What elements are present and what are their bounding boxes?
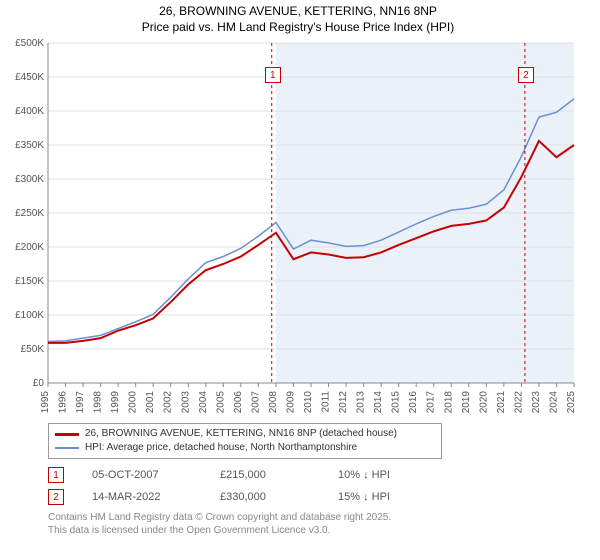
svg-text:2001: 2001 (145, 391, 156, 414)
transaction-marker: 2 (48, 489, 64, 505)
svg-text:2020: 2020 (478, 391, 489, 414)
legend-swatch-1 (55, 433, 79, 436)
transaction-date: 14-MAR-2022 (92, 491, 192, 503)
svg-text:£400K: £400K (15, 106, 44, 117)
transaction-date: 05-OCT-2007 (92, 469, 192, 481)
svg-text:£500K: £500K (15, 38, 44, 49)
transactions-table: 1 05-OCT-2007 £215,000 10% ↓ HPI 2 14-MAR-202… (48, 467, 592, 505)
svg-text:2002: 2002 (163, 391, 174, 414)
svg-text:1995: 1995 (40, 391, 51, 414)
svg-text:2015: 2015 (391, 391, 402, 414)
svg-text:2025: 2025 (566, 391, 577, 414)
footer-line2: This data is licensed under the Open Gov… (48, 525, 330, 536)
marker-2: 2 (518, 67, 534, 83)
transaction-delta: 15% ↓ HPI (338, 491, 390, 503)
line-chart: £0 £50K £100K £150K £200K £250K £300K £350K £400… (4, 37, 584, 417)
svg-text:2012: 2012 (338, 391, 349, 414)
svg-text:2019: 2019 (461, 391, 472, 414)
svg-text:2006: 2006 (233, 391, 244, 414)
svg-text:2004: 2004 (198, 391, 209, 414)
svg-text:2021: 2021 (496, 391, 507, 414)
svg-text:2005: 2005 (215, 391, 226, 414)
svg-text:2007: 2007 (250, 391, 261, 414)
marker-1: 1 (265, 67, 281, 83)
chart-title: 26, BROWNING AVENUE, KETTERING, NN16 8NP… (4, 4, 592, 35)
svg-text:1999: 1999 (110, 391, 121, 414)
transaction-price: £215,000 (220, 469, 310, 481)
svg-text:1998: 1998 (93, 391, 104, 414)
footer-line1: Contains HM Land Registry data © Crown c… (48, 512, 391, 523)
transaction-row: 1 05-OCT-2007 £215,000 10% ↓ HPI (48, 467, 592, 483)
legend-label-1: 26, BROWNING AVENUE, KETTERING, NN16 8NP… (85, 427, 397, 441)
svg-text:1996: 1996 (58, 391, 69, 414)
svg-text:2023: 2023 (531, 391, 542, 414)
legend-label-2: HPI: Average price, detached house, Nort… (85, 441, 357, 455)
svg-text:2016: 2016 (408, 391, 419, 414)
svg-text:2013: 2013 (356, 391, 367, 414)
footer-attribution: Contains HM Land Registry data © Crown c… (48, 511, 592, 537)
transaction-marker: 1 (48, 467, 64, 483)
svg-text:£350K: £350K (15, 140, 44, 151)
svg-text:1997: 1997 (75, 391, 86, 414)
svg-text:2010: 2010 (303, 391, 314, 414)
svg-text:£0: £0 (33, 378, 45, 389)
svg-text:2024: 2024 (548, 391, 559, 414)
svg-text:2017: 2017 (426, 391, 437, 414)
svg-text:2003: 2003 (180, 391, 191, 414)
svg-text:2014: 2014 (373, 391, 384, 414)
title-line1: 26, BROWNING AVENUE, KETTERING, NN16 8NP (159, 4, 437, 18)
svg-text:£100K: £100K (15, 310, 44, 321)
legend-swatch-2 (55, 447, 79, 449)
svg-text:2000: 2000 (128, 391, 139, 414)
transaction-price: £330,000 (220, 491, 310, 503)
svg-text:£450K: £450K (15, 72, 44, 83)
svg-text:2009: 2009 (285, 391, 296, 414)
transaction-delta: 10% ↓ HPI (338, 469, 390, 481)
svg-text:£150K: £150K (15, 276, 44, 287)
transaction-row: 2 14-MAR-2022 £330,000 15% ↓ HPI (48, 489, 592, 505)
title-line2: Price paid vs. HM Land Registry's House … (142, 20, 454, 34)
svg-text:£250K: £250K (15, 208, 44, 219)
svg-text:2018: 2018 (443, 391, 454, 414)
svg-text:2008: 2008 (268, 391, 279, 414)
svg-text:£300K: £300K (15, 174, 44, 185)
chart-area: £0 £50K £100K £150K £200K £250K £300K £350K £400… (4, 37, 584, 417)
legend: 26, BROWNING AVENUE, KETTERING, NN16 8NP… (48, 423, 442, 459)
svg-text:£200K: £200K (15, 242, 44, 253)
svg-text:£50K: £50K (21, 344, 45, 355)
svg-text:2022: 2022 (513, 391, 524, 414)
svg-text:2011: 2011 (321, 391, 332, 413)
